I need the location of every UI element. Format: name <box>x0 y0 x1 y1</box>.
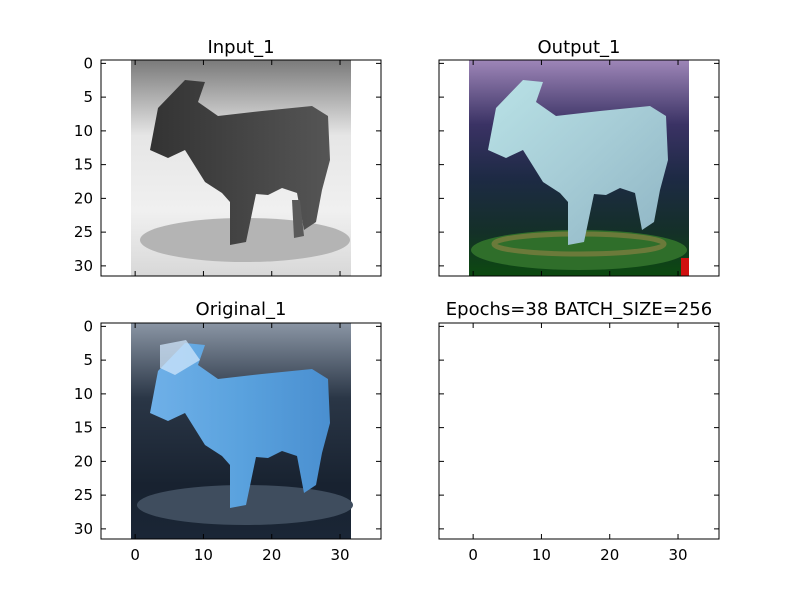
image-artifact <box>681 258 689 276</box>
axes-frame <box>100 59 382 277</box>
panel-title: Input_1 <box>207 37 274 58</box>
y-tick-label: 30 <box>74 257 93 275</box>
horse-figure <box>150 80 330 245</box>
y-tick-label: 30 <box>74 520 93 538</box>
y-tick-label: 5 <box>83 351 93 369</box>
horse-highlight <box>160 340 200 375</box>
y-tick-group: 0 5 10 15 20 25 30 <box>74 317 381 538</box>
x-tick-label: 0 <box>468 546 478 564</box>
x-tick-label: 20 <box>262 546 281 564</box>
y-tick-label: 20 <box>74 189 93 207</box>
x-tick-label: 0 <box>130 546 140 564</box>
panel-title: Original_1 <box>196 299 287 320</box>
y-tick-label: 0 <box>83 317 93 335</box>
panel-empty: Epochs=38 BATCH_SIZE=256 0 10 20 30 <box>438 299 720 564</box>
y-tick-label: 10 <box>74 122 93 140</box>
panel-title: Output_1 <box>538 37 621 58</box>
x-tick-label: 10 <box>194 546 213 564</box>
y-tick-label: 25 <box>74 486 93 504</box>
panel-original: Original_1 0 5 10 15 20 25 30 0 10 20 30 <box>74 299 382 564</box>
x-tick-label: 30 <box>668 546 687 564</box>
y-tick-label: 5 <box>83 88 93 106</box>
y-tick-label: 15 <box>74 419 93 437</box>
horse-figure <box>150 343 330 508</box>
x-tick-group <box>134 60 341 276</box>
image-output <box>469 60 689 276</box>
x-tick-label: 20 <box>600 546 619 564</box>
y-tick-label: 15 <box>74 156 93 174</box>
horse-figure <box>488 80 668 245</box>
image-ground <box>471 230 687 270</box>
panel-output: Output_1 <box>438 37 720 277</box>
horse-legs <box>292 200 304 238</box>
x-tick-group: 0 10 20 30 <box>468 323 688 564</box>
axes-frame <box>438 59 720 277</box>
panel-input: Input_1 0 5 10 15 20 25 30 <box>74 37 382 277</box>
axes-frame <box>438 322 720 540</box>
y-tick-group <box>439 62 719 267</box>
y-tick-label: 0 <box>83 54 93 72</box>
panel-title: Epochs=38 BATCH_SIZE=256 <box>446 299 712 320</box>
y-tick-group: 0 5 10 15 20 25 30 <box>74 54 381 275</box>
x-tick-group: 0 10 20 30 <box>130 323 350 564</box>
x-tick-label: 10 <box>532 546 551 564</box>
image-input <box>131 60 351 276</box>
y-tick-group <box>439 325 719 530</box>
y-tick-label: 10 <box>74 385 93 403</box>
y-tick-label: 25 <box>74 223 93 241</box>
y-tick-label: 20 <box>74 452 93 470</box>
axes-frame <box>100 322 382 540</box>
x-tick-label: 30 <box>330 546 349 564</box>
image-original <box>131 323 353 539</box>
x-tick-group <box>472 60 679 276</box>
